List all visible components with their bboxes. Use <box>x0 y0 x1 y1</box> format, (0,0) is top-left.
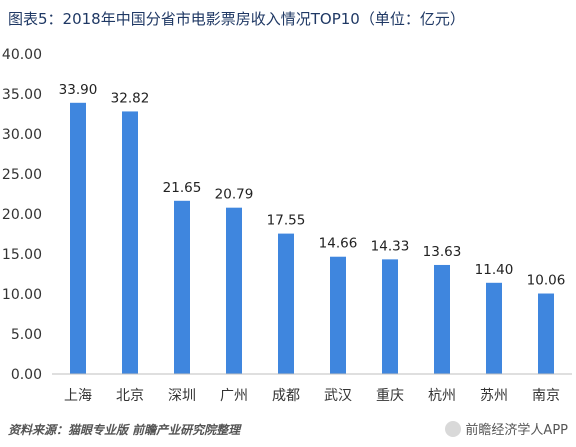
bar <box>174 200 190 374</box>
y-tick-label: 25.00 <box>2 167 42 183</box>
bars: 33.90 32.82 21.65 20.79 17.55 14.66 14.33 13.63… <box>59 82 566 375</box>
bar <box>538 293 554 374</box>
x-tick-label: 北京 <box>116 388 144 404</box>
y-tick-label: 0.00 <box>11 367 42 383</box>
y-tick-label: 20.00 <box>2 207 42 223</box>
x-tick-label: 成都 <box>272 388 300 404</box>
x-tick-label: 深圳 <box>168 388 196 404</box>
bar-value-label: 13.63 <box>423 244 462 260</box>
x-tick-label: 南京 <box>532 388 560 404</box>
bar-value-label: 17.55 <box>267 213 306 229</box>
x-tick-label: 广州 <box>220 388 248 404</box>
bar <box>122 111 138 374</box>
x-tick-label: 武汉 <box>324 388 352 404</box>
bar <box>382 259 398 374</box>
bar <box>278 233 294 374</box>
bar <box>226 207 242 374</box>
bar <box>330 256 346 374</box>
bar-value-label: 14.66 <box>319 236 358 252</box>
x-tick-label: 杭州 <box>428 388 456 404</box>
app-logo-icon <box>445 420 462 437</box>
bar-value-label: 32.82 <box>111 90 150 106</box>
x-tick-label: 重庆 <box>376 388 404 404</box>
bar-value-label: 11.40 <box>475 262 514 278</box>
source-note: 资料来源：猫眼专业版 前瞻产业研究院整理 <box>8 423 241 437</box>
x-tick-label: 苏州 <box>480 388 508 404</box>
y-tick-label: 35.00 <box>2 87 42 103</box>
y-tick-label: 10.00 <box>2 287 42 303</box>
y-tick-label: 5.00 <box>11 327 42 343</box>
bar-value-label: 10.06 <box>527 273 566 289</box>
chart-title: 图表5：2018年中国分省市电影票房收入情况TOP10（单位：亿元） <box>8 10 465 28</box>
bar-value-label: 14.33 <box>371 238 410 254</box>
bar <box>486 282 502 374</box>
bar <box>70 102 86 375</box>
x-tick-label: 上海 <box>64 388 92 404</box>
y-tick-label: 15.00 <box>2 247 42 263</box>
y-axis: 0.00 5.00 10.00 15.00 20.00 25.00 30.00 35.00 40… <box>2 47 42 383</box>
app-name: 前瞻经济学人APP <box>465 423 568 438</box>
y-tick-label: 30.00 <box>2 127 42 143</box>
y-tick-label: 40.00 <box>2 47 42 63</box>
app-watermark: 前瞻经济学人APP <box>445 419 568 438</box>
bar-value-label: 21.65 <box>163 180 202 196</box>
bar-value-label: 33.90 <box>59 82 98 98</box>
bar-value-label: 20.79 <box>215 187 254 203</box>
x-axis: 上海 北京 深圳 广州 成都 武汉 重庆 杭州 苏州 南京 <box>52 373 572 404</box>
bar <box>434 264 450 374</box>
